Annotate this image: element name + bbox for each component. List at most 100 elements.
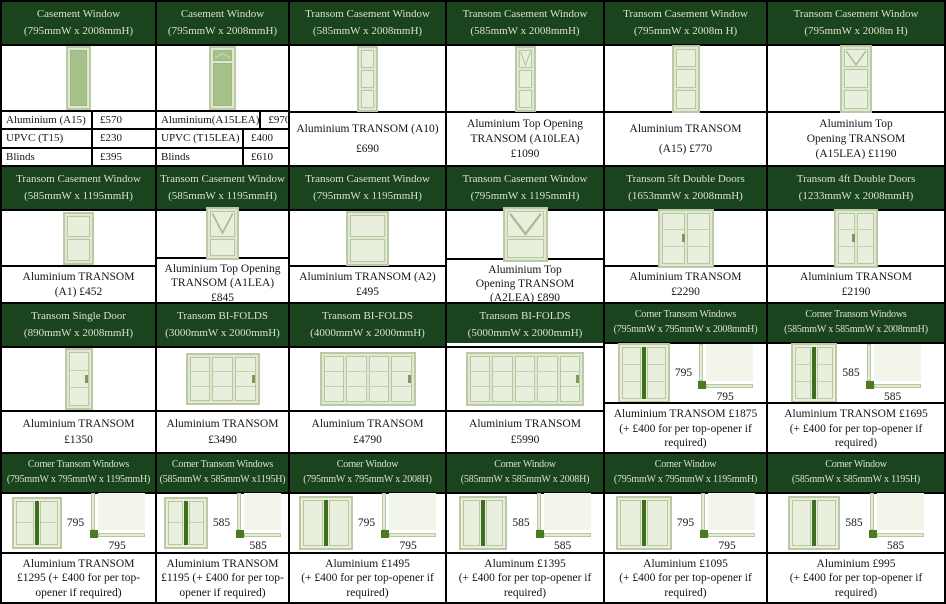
product-title: Transom 4ft Double Doors [796, 173, 916, 185]
product-card-corner-transom-585-1195: Corner Transom Windows (585mmW x 585mmW … [157, 454, 290, 602]
spec-line: Aluminium TRANSOM [166, 557, 279, 570]
dim-label-horizontal: 585 [249, 540, 267, 553]
bifold-doors-icon [185, 353, 260, 405]
spec-line: (A1) £452 [54, 285, 103, 298]
dim-label-vertical: 795 [674, 367, 693, 380]
product-title: Corner Window [494, 459, 556, 470]
corner-window-icon [11, 496, 62, 549]
bifold-illustration [290, 348, 445, 410]
material-label: UPVC (T15LEA) [157, 130, 244, 147]
corner-window-illustration: 795 795 [290, 493, 445, 552]
spec-line: Aluminium TRANSOM [629, 122, 742, 135]
product-header: Corner Window (795mmW x 795mmW x 1195mmH… [605, 454, 766, 494]
window-pane [619, 499, 641, 546]
spec-line: Aluminium TRANSOM £1695 [784, 408, 928, 421]
product-title: Corner Transom Windows [27, 459, 130, 470]
product-card-casement-a15lea: Casement Window (795mmW x 2008mmH) Alumi… [157, 2, 290, 167]
opener-chevron-icon [214, 53, 231, 58]
corner-window-icon [617, 343, 670, 404]
product-header: Transom Casement Window (795mmW x 2008m … [605, 2, 766, 46]
product-dims: (585mmW x 585mmW x 1195H) [791, 473, 921, 485]
corner-window-illustration: 585 585 [157, 493, 288, 553]
product-header: Corner Transom Windows (795mmW x 795mmW … [2, 454, 155, 494]
window-illustration [447, 45, 603, 112]
spec-line: £4790 [353, 433, 382, 446]
product-dims: (795mmW x 795mmW x 1195mmH) [613, 473, 758, 485]
product-header: Transom Casement Window (795mmW x 1195mm… [447, 167, 603, 211]
window-pane [795, 347, 812, 400]
product-dims: (795mmW x 2008m H) [633, 24, 738, 37]
spec-line: required) [346, 586, 389, 599]
price-row: Aluminium (A15) £570 [2, 112, 155, 131]
window-pane [817, 347, 834, 400]
corner-plan-diagram [865, 343, 921, 390]
top-opener-pane [506, 210, 544, 238]
door-illustration [768, 208, 944, 268]
window-pane [210, 238, 235, 257]
window-pane [15, 500, 34, 545]
door-handle-icon [852, 234, 855, 242]
spec-line: Aluminium TRANSOM (A2) [299, 271, 436, 284]
product-title: Transom BI-FOLDS [177, 310, 268, 322]
product-header: Transom Casement Window (585mmW x 2008mm… [290, 2, 445, 46]
product-spec: Aluminium £995 (+ £400 for per top-opene… [768, 551, 944, 602]
corner-post [34, 500, 39, 545]
spec-line: TRANSOM (A1LEA) [170, 277, 275, 290]
opener-v-icon [508, 212, 542, 236]
product-spec: Aluminium TRANSOM £1295 (+ £400 for per … [2, 551, 155, 602]
window-pane [361, 49, 374, 68]
product-spec: Aluminium Top Opening TRANSOM (A15LEA) £… [768, 111, 944, 165]
product-spec: Aluminium £1095 (+ £400 for per top-open… [605, 551, 766, 602]
product-title: Transom BI-FOLDS [479, 310, 571, 322]
window-pane [792, 499, 812, 546]
product-spec: Aluminium TRANSOM £2290 [605, 265, 766, 302]
product-header: Transom BI-FOLDS (4000mmW x 2000mmH) [290, 304, 445, 348]
product-spec: Aluminium Top Opening TRANSOM (A1LEA) £8… [157, 256, 288, 302]
corner-window-icon [163, 496, 208, 549]
corner-plan-diagram [868, 493, 924, 539]
bifold-panel [492, 356, 513, 402]
product-header: Corner Window (585mmW x 585mmW x 2008H) [447, 454, 603, 494]
single-door-icon [64, 348, 93, 410]
material-label: Aluminium(A15LEA) [157, 112, 262, 129]
price-row: Blinds £610 [157, 148, 288, 165]
product-spec: Aluminium TRANSOM £1695 (+ £400 for per … [768, 402, 944, 452]
door-leaf [857, 212, 874, 264]
product-card-bifold-5000: Transom BI-FOLDS (5000mmW x 2000mmH) Alu… [447, 304, 605, 454]
transom-window-icon [357, 45, 378, 112]
spec-line: (+ £400 for per top-opener if required) [789, 422, 923, 449]
spec-line: £1295 (+ £400 for per top- [16, 572, 141, 585]
product-card-corner-window-795-1195: Corner Window (795mmW x 795mmW x 1195mmH… [605, 454, 768, 602]
top-opener-pane [844, 48, 868, 68]
spec-line: Aluminium £1495 [325, 557, 410, 570]
product-title: Transom Casement Window [305, 173, 430, 185]
bifold-panel [368, 356, 389, 402]
product-card-transom-a15lea: Transom Casement Window (795mmW x 2008m … [768, 2, 944, 167]
product-header: Transom BI-FOLDS (5000mmW x 2000mmH) [447, 304, 603, 348]
door-leaf [686, 212, 710, 264]
spec-line: (+ £400 for per top-opener if [301, 572, 434, 585]
spec-line: (A15LEA) £1190 [815, 147, 897, 160]
spec-line: Aluminium Top Opening [164, 262, 281, 275]
dim-label-horizontal: 585 [884, 390, 902, 403]
spec-line: Aluminium TRANSOM [800, 271, 912, 284]
material-label: Aluminium (A15) [2, 112, 93, 129]
casement-window-icon [66, 46, 91, 110]
corner-plan-diagram [89, 493, 146, 539]
product-title: Transom Casement Window [462, 173, 588, 185]
product-header: Corner Transom Windows (585mmW x 585mmW … [768, 304, 944, 344]
corner-window-icon [459, 495, 508, 550]
spec-line: £495 [356, 285, 379, 298]
product-dims: (1653mmW x 2008mmH) [628, 189, 743, 202]
spec-line: Aluminium TRANSOM [469, 417, 581, 430]
dim-label-horizontal: 795 [108, 540, 126, 553]
double-doors-icon [834, 208, 878, 268]
spec-line: Aluminum £1395 [484, 557, 566, 570]
dim-label-vertical: 795 [66, 516, 85, 529]
spec-line: (+ £400 for per top-opener if [619, 572, 752, 585]
product-title: Transom Casement Window [462, 8, 588, 20]
product-card-4ft-double-doors: Transom 4ft Double Doors (1233mmW x 2008… [768, 167, 944, 304]
product-card-transom-a1lea: Transom Casement Window (585mmW x 1195mm… [157, 167, 290, 304]
product-dims: (795mmW x 795mmW x 2008H) [303, 473, 432, 485]
product-dims: (890mmW x 2008mmH) [23, 326, 134, 339]
